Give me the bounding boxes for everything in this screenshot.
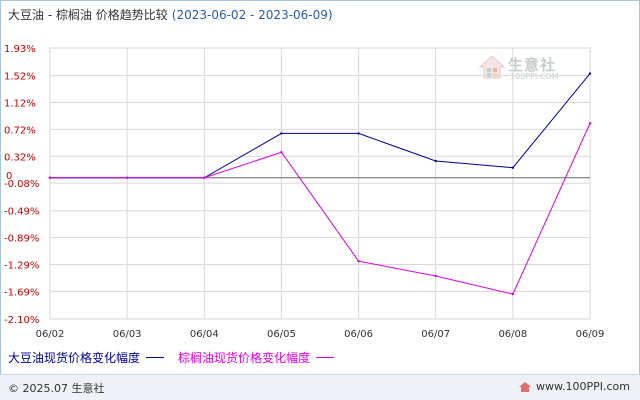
site-logo-icon [519, 381, 532, 392]
series-2-point [280, 151, 283, 154]
y-tick-label: 1.93% [4, 44, 36, 55]
legend-swatch-soybean-oil [146, 357, 165, 358]
footer-site-link[interactable]: www.100PPI.com [536, 380, 630, 393]
series-2-point [511, 292, 515, 296]
legend-swatch-palm-oil [316, 357, 335, 358]
watermark-logo: 生意社 100PPI.COM [478, 54, 578, 88]
chart-legend: 大豆油现货价格变化幅度 棕榈油现货价格变化幅度 [8, 349, 348, 366]
series-2-point [125, 176, 129, 179]
y-tick-label: -2.10% [4, 315, 39, 326]
y-tick-label: -1.29% [4, 261, 39, 272]
series-2-point [48, 176, 52, 179]
legend-item-soybean-oil: 大豆油现货价格变化幅度 [8, 349, 165, 366]
x-tick-label: 06/03 [113, 329, 142, 340]
x-tick-label: 06/09 [576, 329, 605, 340]
series-1-point [511, 166, 515, 169]
chart-date-range: (2023-06-02 - 2023-06-09) [171, 8, 333, 22]
series-2-point [434, 274, 437, 278]
y-tick-label: 1.12% [4, 98, 36, 109]
footer-copyright: © 2025.07 生意社 [8, 382, 105, 395]
y-tick-label: -0.08% [4, 179, 39, 190]
x-tick-label: 06/05 [267, 329, 296, 340]
legend-label-soybean-oil: 大豆油现货价格变化幅度 [8, 351, 141, 365]
y-tick-label: -1.69% [4, 287, 39, 298]
series-line-1 [50, 73, 591, 179]
zero-label: 0 [6, 171, 12, 182]
x-tick-label: 06/04 [190, 329, 219, 340]
series-2-point [203, 176, 206, 179]
y-tick-label: 1.52% [4, 72, 36, 83]
footer-bar: © 2025.07 生意社 www.100PPI.com [0, 374, 640, 400]
chart-title-text: 大豆油 - 棕榈油 价格趋势比较 [8, 8, 168, 22]
series-1-point [588, 72, 592, 75]
watermark-name: 生意社 [508, 56, 557, 74]
watermark-url: 100PPI.COM [510, 72, 559, 81]
y-tick-label: -0.49% [4, 207, 39, 218]
house-logo-icon [478, 55, 506, 79]
y-tick-label: 0.72% [4, 125, 36, 136]
series-2-point [588, 122, 592, 125]
x-tick-label: 06/06 [344, 329, 373, 340]
x-tick-label: 06/02 [36, 329, 65, 340]
y-tick-label: 0.32% [4, 152, 36, 163]
legend-item-palm-oil: 棕榈油现货价格变化幅度 [178, 349, 335, 366]
axis-labels: 1.93% 1.52% 1.12% 0.72% 0.32% -0.08% -0.49% -0.… [4, 44, 604, 340]
series-line-2 [50, 123, 591, 295]
x-tick-label: 06/08 [498, 329, 527, 340]
series-2-point [357, 259, 360, 263]
series-1-point [357, 132, 360, 135]
line-chart: 1.93% 1.52% 1.12% 0.72% 0.32% -0.08% -0.49% -0.… [4, 44, 604, 340]
chart-title: 大豆油 - 棕榈油 价格趋势比较 (2023-06-02 - 2023-06-09… [8, 6, 333, 23]
legend-label-palm-oil: 棕榈油现货价格变化幅度 [178, 351, 311, 365]
grid-lines [49, 47, 591, 320]
x-tick-label: 06/07 [421, 329, 450, 340]
series-1-point [280, 132, 283, 135]
footer-site[interactable]: www.100PPI.com [518, 380, 630, 393]
series-lines [48, 72, 592, 296]
y-tick-label: -0.89% [4, 234, 39, 245]
series-1-point [434, 159, 437, 163]
